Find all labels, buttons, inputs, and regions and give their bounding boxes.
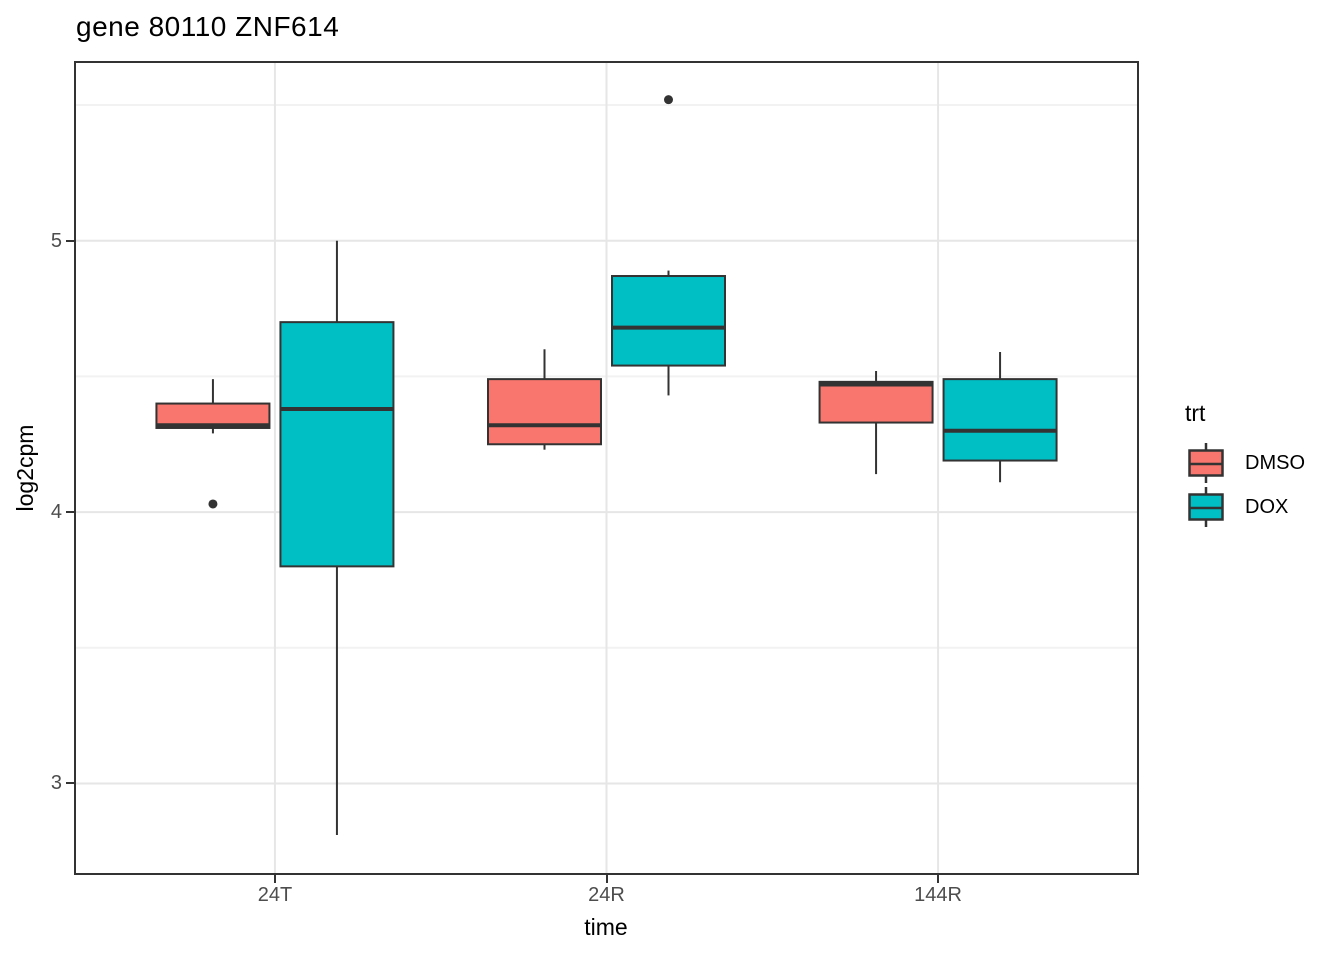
legend-title: trt <box>1185 400 1206 426</box>
y-tick-mark <box>66 782 74 785</box>
x-tick-label: 144R <box>914 884 962 906</box>
box-DOX-144R <box>942 378 1058 462</box>
box-DMSO-144R <box>818 380 934 424</box>
y-tick-label: 3 <box>50 772 62 795</box>
outlier-point-DOX-24R <box>664 95 673 105</box>
outlier-point-DMSO-24T <box>208 499 218 509</box>
x-tick-label: 24R <box>588 884 625 906</box>
legend-entry-dmso: DMSO <box>1183 441 1305 485</box>
boxplot-key-icon <box>1188 487 1224 527</box>
legend: trt DMSO DOX <box>1183 400 1305 529</box>
box-DOX-24T <box>279 321 395 568</box>
x-tick-label: 24T <box>257 884 293 906</box>
y-tick-mark <box>66 511 74 514</box>
legend-label-dox: DOX <box>1245 495 1289 518</box>
y-tick-label: 5 <box>50 229 62 252</box>
legend-entry-dox: DOX <box>1183 485 1305 529</box>
boxplot-key-icon <box>1188 443 1224 483</box>
legend-label-dmso: DMSO <box>1245 451 1305 474</box>
x-tick-mark <box>273 875 276 883</box>
box-DMSO-24R <box>487 378 602 446</box>
y-tick-label: 4 <box>50 501 62 524</box>
boxplot-svg <box>76 63 1137 873</box>
box-DOX-24R <box>611 275 726 367</box>
x-axis-title: time <box>584 914 628 940</box>
x-tick-mark <box>605 875 608 883</box>
plot-panel <box>74 61 1139 875</box>
chart-title: gene 80110 ZNF614 <box>76 11 340 42</box>
y-axis-title: log2cpm <box>12 424 38 512</box>
x-tick-mark <box>937 875 940 883</box>
y-tick-mark <box>66 239 74 242</box>
